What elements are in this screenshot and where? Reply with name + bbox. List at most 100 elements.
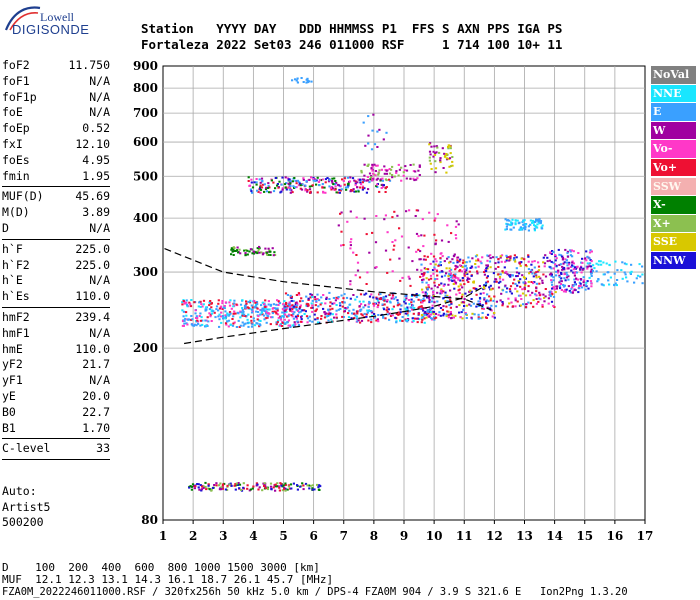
echo-point: [239, 316, 242, 319]
echo-point: [448, 261, 451, 264]
echo-point: [182, 300, 185, 303]
x-tick-label: 3: [219, 529, 227, 543]
echo-point: [606, 271, 609, 274]
echo-point: [241, 299, 244, 302]
echo-point: [309, 190, 312, 193]
echo-point: [357, 189, 360, 192]
echo-point: [185, 314, 188, 317]
echo-point: [235, 483, 238, 486]
echo-point: [384, 168, 387, 171]
echo-point: [363, 316, 366, 319]
echo-point: [384, 191, 387, 193]
echo-point: [367, 163, 370, 166]
echo-point: [340, 230, 343, 233]
echo-point: [260, 312, 263, 315]
echo-point: [550, 300, 554, 303]
echo-point: [506, 219, 509, 222]
echo-point: [274, 483, 277, 486]
echo-point: [325, 312, 328, 315]
echo-point: [476, 272, 479, 275]
echo-point: [510, 221, 513, 224]
echo-point: [327, 308, 330, 311]
echo-point: [267, 303, 270, 306]
echo-point: [597, 278, 600, 280]
echo-point: [523, 286, 526, 289]
echo-point: [387, 294, 390, 297]
echo-point: [294, 315, 297, 318]
echo-point: [300, 183, 303, 186]
echo-point: [256, 318, 259, 321]
echo-point: [440, 275, 444, 278]
echo-point: [353, 179, 356, 182]
echo-point: [391, 313, 394, 316]
echo-point: [383, 298, 386, 301]
echo-point: [581, 286, 584, 289]
echo-point: [450, 268, 453, 271]
echo-point: [538, 220, 541, 223]
echo-point: [309, 293, 312, 296]
echo-point: [561, 258, 564, 261]
echo-point: [306, 317, 310, 320]
echo-point: [551, 250, 554, 252]
echo-point: [181, 301, 184, 304]
echo-point: [401, 320, 404, 322]
echo-point: [338, 191, 341, 194]
echo-point: [448, 273, 451, 276]
echo-point: [262, 309, 265, 312]
echo-point: [296, 77, 299, 80]
echo-point: [459, 258, 462, 261]
echo-point: [385, 309, 388, 312]
echo-point: [552, 304, 555, 307]
echo-point: [478, 300, 481, 303]
echo-point: [451, 314, 454, 317]
echo-point: [449, 260, 452, 263]
echo-point: [258, 188, 261, 191]
echo-point: [469, 304, 473, 307]
echo-point: [432, 150, 435, 153]
echo-point: [288, 188, 291, 191]
echo-point: [210, 302, 213, 305]
echo-point: [424, 313, 427, 316]
echo-point: [311, 306, 314, 309]
echo-point: [359, 310, 362, 313]
echo-point: [415, 250, 418, 253]
echo-point: [583, 258, 587, 260]
echo-point: [275, 323, 278, 326]
echo-point: [289, 483, 293, 486]
echo-point: [486, 265, 489, 268]
echo-point: [440, 291, 443, 294]
echo-point: [262, 252, 265, 255]
echo-point: [382, 296, 385, 298]
echo-point: [406, 306, 409, 309]
echo-point: [417, 313, 420, 316]
echo-point: [373, 316, 376, 319]
echo-point: [579, 284, 582, 287]
echo-point: [289, 185, 292, 187]
echo-point: [232, 312, 235, 315]
echo-point: [439, 157, 442, 160]
echo-point: [372, 178, 375, 181]
echo-point: [287, 186, 290, 189]
echo-point: [436, 291, 439, 294]
echo-point: [434, 152, 437, 155]
echo-point: [259, 308, 262, 311]
param-value: 110.0: [75, 289, 110, 304]
echo-point: [300, 297, 303, 300]
echo-point: [282, 484, 285, 487]
echo-point: [549, 295, 552, 298]
auto-label: Auto:: [2, 484, 37, 498]
echo-point: [248, 250, 251, 253]
echo-point: [528, 272, 531, 275]
echo-point: [386, 271, 389, 274]
echo-point: [280, 183, 283, 186]
echo-point: [470, 274, 473, 277]
echo-point: [264, 487, 267, 490]
echo-point: [366, 164, 369, 167]
echo-point: [342, 316, 345, 318]
profile-trace: [164, 248, 492, 311]
echo-point: [274, 177, 277, 179]
echo-point: [368, 302, 371, 304]
echo-point: [588, 276, 591, 279]
echo-point: [621, 277, 624, 280]
echo-point: [367, 305, 370, 308]
